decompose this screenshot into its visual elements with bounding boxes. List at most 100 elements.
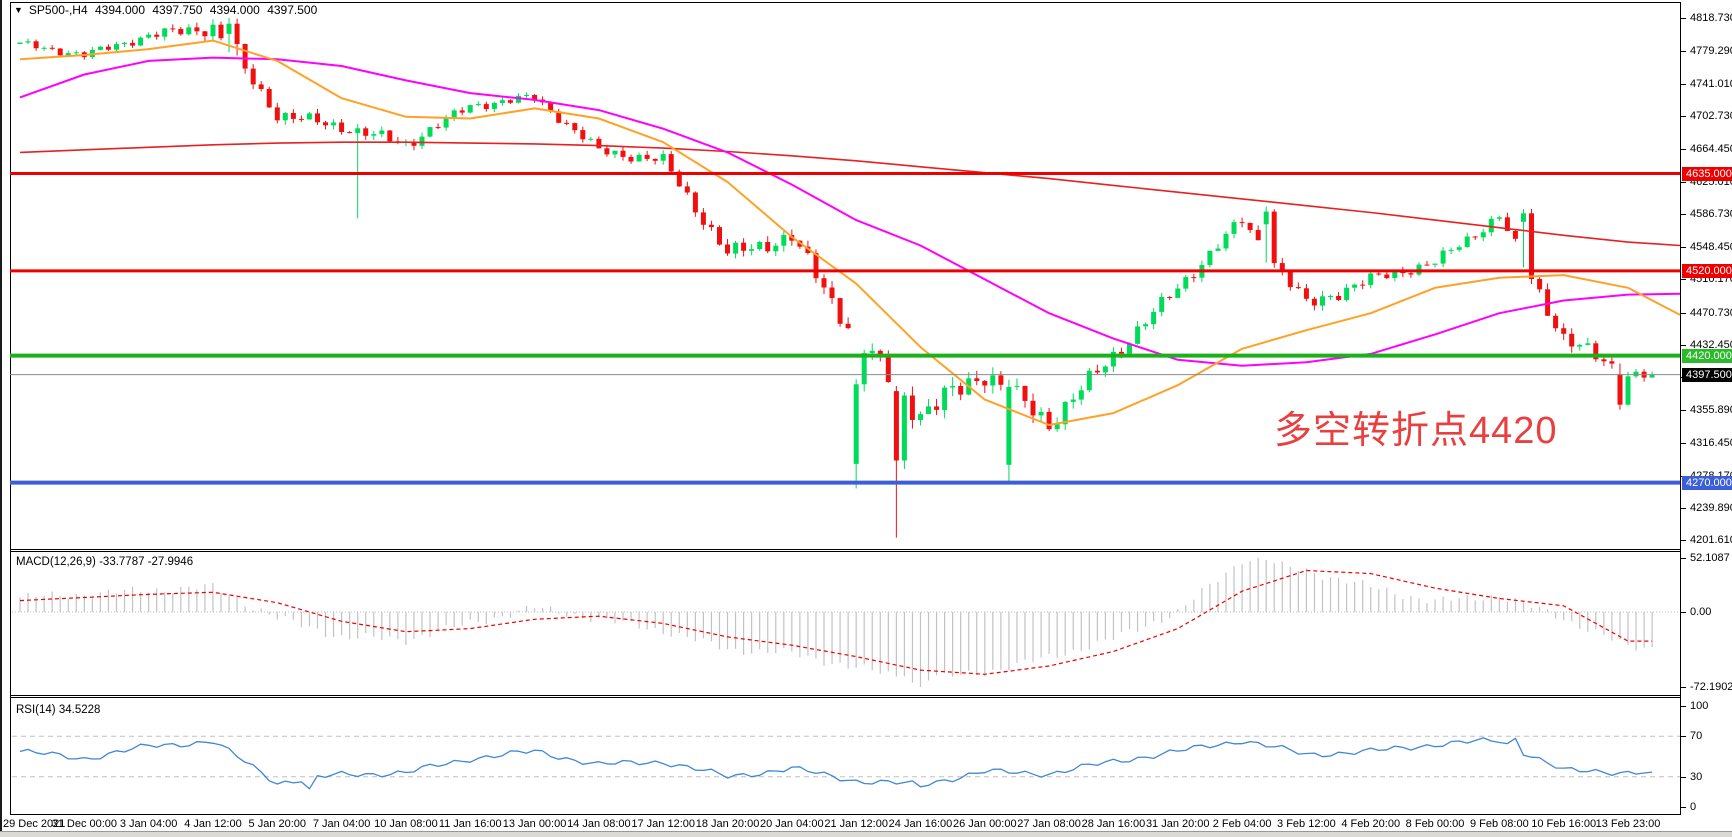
candle-body xyxy=(1593,343,1599,360)
annotation-text[interactable]: 多空转折点4420 xyxy=(1274,410,1558,452)
candle-body xyxy=(1424,264,1430,266)
candle-body xyxy=(1143,324,1149,327)
candle-body xyxy=(290,113,296,119)
candle-body xyxy=(122,42,127,45)
candle-body xyxy=(1006,386,1012,465)
chart-header: ▼ SP500-,H4 4394.000 4397.750 4394.000 43… xyxy=(14,3,321,17)
candle-body xyxy=(1271,211,1277,264)
candle-body xyxy=(250,68,256,85)
candle-body xyxy=(1352,284,1358,288)
price-tick-label-dash xyxy=(1681,116,1686,117)
candle-body xyxy=(612,150,618,155)
candle-body xyxy=(33,41,39,49)
price-tick-label-dash xyxy=(1681,443,1686,444)
candle-body xyxy=(532,95,538,100)
main-chart-canvas[interactable] xyxy=(0,0,1732,552)
candle-body xyxy=(475,104,481,106)
candle-body xyxy=(194,27,200,32)
candle-body xyxy=(934,406,940,410)
candle-body xyxy=(339,122,345,132)
candle-body xyxy=(717,227,722,245)
candle-body xyxy=(990,375,996,386)
candle-body xyxy=(942,387,948,410)
rsi-name: RSI(14) xyxy=(16,704,56,716)
candle-body xyxy=(741,242,747,251)
candle-body xyxy=(411,141,417,146)
candle-body xyxy=(258,84,264,89)
candle-body xyxy=(548,102,554,112)
candle-body xyxy=(918,414,923,421)
candle-body xyxy=(636,154,642,162)
price-tick-label-dash xyxy=(1681,410,1686,411)
candle-body xyxy=(298,118,304,120)
rsi-tick-label-dash xyxy=(1681,807,1686,808)
panel-divider[interactable] xyxy=(10,551,1681,552)
time-tick-label: 9 Feb 08:00 xyxy=(1470,818,1529,830)
candle-body xyxy=(1239,222,1245,224)
panel-divider[interactable] xyxy=(10,697,1681,698)
candle-body xyxy=(1247,222,1253,230)
candle-body xyxy=(1376,273,1382,275)
candle-body xyxy=(749,249,755,251)
candle-body xyxy=(105,46,111,50)
candle-body xyxy=(242,44,248,69)
time-tick-label: 31 Dec 00:00 xyxy=(51,818,118,830)
time-tick-label: 24 Jan 16:00 xyxy=(888,818,953,830)
candle-body xyxy=(1014,385,1020,387)
rsi-canvas[interactable] xyxy=(0,698,1732,815)
window-left-border xyxy=(0,0,2,831)
time-tick-label: 2 Feb 04:00 xyxy=(1212,818,1272,830)
candle-body xyxy=(733,242,739,254)
candle-body xyxy=(1464,236,1470,248)
candle-body xyxy=(459,110,465,113)
candle-body xyxy=(146,34,152,38)
candle-body xyxy=(668,154,674,172)
time-tick-label: 17 Jan 12:00 xyxy=(631,818,695,830)
panel-divider[interactable] xyxy=(10,549,1681,550)
candle-body xyxy=(57,48,63,56)
price-badge-current-price-line: 4397.500 xyxy=(1682,368,1732,382)
candle-body xyxy=(1488,218,1494,233)
candle-body xyxy=(331,122,337,126)
macd-tick-label-dash xyxy=(1681,687,1686,688)
candle-body xyxy=(266,89,272,108)
price-badge-support-4270: 4270.000 xyxy=(1682,476,1732,490)
candle-body xyxy=(725,244,730,254)
candle-body xyxy=(757,242,763,249)
time-tick-label: 11 Jan 16:00 xyxy=(438,818,502,830)
panel-divider[interactable] xyxy=(10,695,1681,696)
candle-body xyxy=(226,23,232,34)
candle-body xyxy=(1336,296,1342,300)
candle-body xyxy=(25,41,31,43)
candle-body xyxy=(1159,297,1165,312)
price-tick-label: 4586.730 xyxy=(1690,208,1732,220)
candle-body xyxy=(620,150,626,157)
candle-body xyxy=(1046,411,1052,430)
price-tick-label-dash xyxy=(1681,18,1686,19)
high-value: 4397.750 xyxy=(152,3,203,17)
candle-body xyxy=(1054,424,1060,430)
rsi-tick-label: 30 xyxy=(1690,771,1703,783)
candle-body xyxy=(1633,371,1639,377)
candle-body xyxy=(363,128,369,136)
low-value: 4394.000 xyxy=(209,3,260,17)
candle-body xyxy=(516,95,521,103)
candle-body xyxy=(1215,248,1221,251)
ma-slow-red[interactable] xyxy=(19,141,1681,247)
candle-body xyxy=(507,100,513,103)
candle-body xyxy=(1625,376,1631,405)
time-tick-label: 14 Jan 08:00 xyxy=(567,818,631,830)
candle-body xyxy=(813,253,819,279)
candle-body xyxy=(1110,351,1116,367)
time-tick-label: 27 Jan 08:00 xyxy=(1017,818,1081,830)
ma-medium-magenta[interactable] xyxy=(19,56,1681,367)
chart-frame xyxy=(10,2,1681,815)
candle-body xyxy=(596,138,602,149)
price-tick-label-dash xyxy=(1681,345,1686,346)
candle-body xyxy=(1529,213,1534,279)
candle-body xyxy=(853,384,859,464)
expand-ohlc-icon[interactable]: ▼ xyxy=(14,5,23,15)
ma-fast-orange[interactable] xyxy=(19,39,1681,426)
candle-body xyxy=(628,156,634,162)
macd-canvas[interactable] xyxy=(0,552,1732,695)
